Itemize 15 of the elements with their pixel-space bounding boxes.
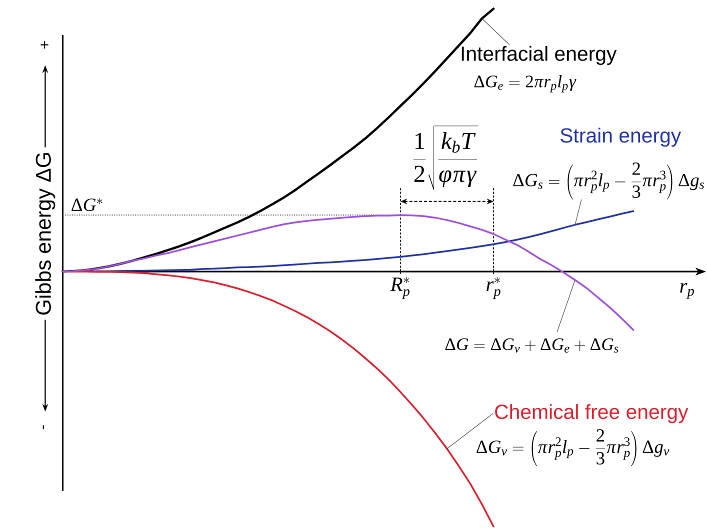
annotation: $\Delta G=\Delta G_{v}+\Delta G_{e}+\Delta G_{s}$: [445, 338, 618, 352]
annotation: $\Delta G_{s}=\left(\pi r_{p}^{2}l_{p}-\frac{2}{3}\pi r_{p}^{3}\right)\Delta g_{s}$: [513, 162, 704, 200]
annotation: $\Delta G_{e}=2\pi r_{p}l_{p}\gamma$: [474, 74, 576, 92]
x-tick-label: $R_{p}^{*}$: [390, 276, 410, 299]
x-tick-label: $r_{p}^{*}$: [486, 276, 500, 299]
text: +: [40, 40, 48, 48]
annotation: $\Delta G_{v}=\left(\pi r_{p}^{2}l_{p}-\frac{2}{3}\pi r_{p}^{3}\right)\Delta g_{v}$: [476, 428, 670, 466]
text: -: [42, 425, 44, 429]
text: Chemical free energy: [495, 404, 688, 423]
annotation: $\frac{1}{2}\sqrt{\frac{k_{b}T}{\phi\pi\gamma}}$: [413, 126, 478, 190]
series-label: Interfacial energy: [462, 46, 617, 65]
x-axis-title: $r_{p}$: [680, 282, 694, 298]
y-axis-title: Gibbs energy ΔG: [35, 152, 56, 314]
ref-line-label: $\Delta G^{*}$: [72, 198, 102, 211]
text: Strain energy: [560, 127, 682, 147]
